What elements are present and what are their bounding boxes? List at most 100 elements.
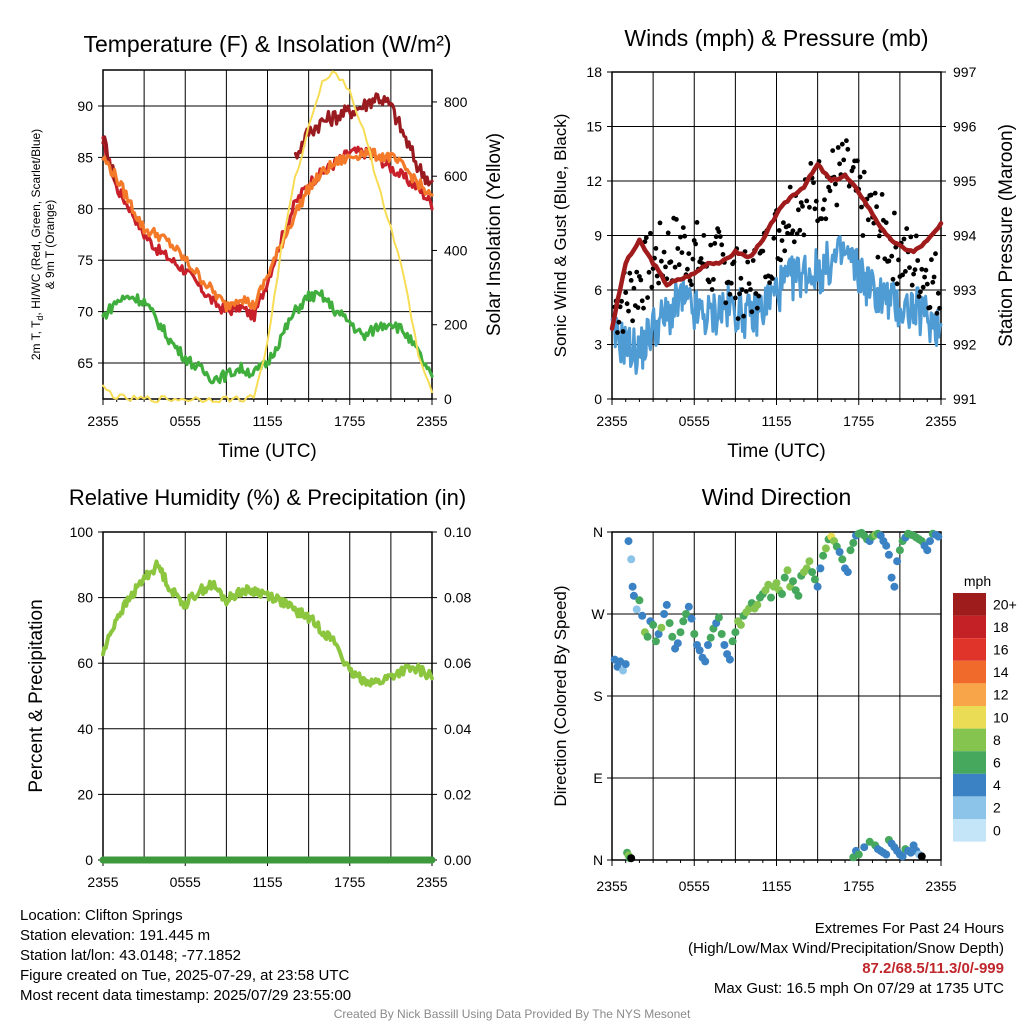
- dir-point: [690, 630, 699, 638]
- credit-line: Created By Nick Bassill Using Data Provi…: [333, 1007, 691, 1021]
- wind-gust-point: [698, 256, 704, 261]
- extremes-values: 87.2/68.5/11.3/0/-999: [862, 960, 1004, 977]
- temp-title: Temperature (F) & Insolation (W/m²): [83, 31, 451, 57]
- wind-gust-point: [639, 298, 645, 304]
- wind-gust-point: [797, 227, 803, 233]
- wind-gust-point: [807, 204, 812, 210]
- wind-gust-point: [808, 161, 814, 166]
- wind-gust-point: [645, 295, 650, 300]
- dir-legend-swatch: [953, 706, 986, 729]
- wind-gust-point: [741, 313, 746, 319]
- temp-ytick-label-left: 85: [77, 149, 93, 165]
- wind-gust-point: [787, 184, 793, 190]
- dir-point: [619, 666, 627, 675]
- wind-ytick-label-left: 6: [594, 282, 602, 298]
- wind-gust-point: [908, 234, 914, 240]
- wind-gust-point: [919, 266, 925, 272]
- dir-point: [843, 568, 852, 577]
- wind-gust-point: [706, 279, 712, 285]
- rh-ytick-label-right: 0.00: [444, 852, 471, 868]
- wind-gust-point: [837, 161, 842, 167]
- dir-point: [783, 566, 792, 575]
- dir-point: [887, 573, 896, 582]
- wind-ytick-label-right: 994: [953, 228, 977, 244]
- temp-xtick-label: 2355: [416, 413, 447, 429]
- station-latlon: Station lat/lon: 43.0148; -77.1852: [20, 947, 242, 964]
- wind-gust-point: [778, 257, 783, 263]
- wind-gust-point: [822, 197, 827, 203]
- wind-gust-point: [826, 184, 831, 190]
- dir-point: [665, 619, 674, 628]
- temp-xtick-label: 0555: [170, 413, 201, 429]
- wind-gust-point: [918, 289, 923, 295]
- dir-point: [687, 614, 696, 623]
- dir-legend-label: 18: [993, 619, 1009, 635]
- wind-gust-point: [841, 157, 847, 163]
- rh-xtick-label: 1755: [334, 874, 365, 890]
- rh-ytick-label-right: 0.08: [444, 590, 471, 606]
- dir-point: [701, 657, 710, 666]
- dir-point: [846, 546, 855, 555]
- dir-point: [704, 641, 712, 649]
- wind-gust-point: [872, 190, 878, 196]
- dir-xtick-label: 2355: [925, 878, 956, 894]
- temp-series-td: [101, 289, 434, 385]
- temp-ylabel-left-a: 2m T, T: [29, 320, 43, 360]
- wind-gust-point: [875, 254, 881, 260]
- wind-gust-point: [739, 287, 745, 293]
- wind-gust-point: [791, 239, 797, 245]
- dir-ytick-label: N: [593, 524, 603, 540]
- wind-gust-point: [830, 148, 836, 154]
- wind-gust-point: [909, 282, 915, 288]
- dir-ytick-label: S: [593, 688, 602, 704]
- dir-point: [778, 590, 786, 598]
- dir-point: [731, 628, 740, 637]
- wind-ylabel-right: Station Pressure (Maroon): [996, 124, 1017, 347]
- wind-gust-point: [649, 284, 655, 290]
- wind-gust-point: [745, 259, 751, 265]
- dir-point: [923, 546, 932, 555]
- wind-gust-point: [638, 277, 644, 283]
- temp-ylabel-left-sub: d: [35, 316, 45, 321]
- wind-gust-point: [839, 141, 845, 147]
- dir-point: [627, 854, 636, 863]
- dir-ytick-label: W: [591, 606, 605, 622]
- wind-gust-point: [767, 280, 772, 286]
- dir-point: [753, 600, 762, 609]
- wind-gust-point: [771, 235, 777, 241]
- wind-gust-point: [922, 274, 927, 280]
- wind-gust-point: [738, 275, 744, 281]
- rh-ytick-label-left: 100: [70, 524, 94, 540]
- wind-gust-point: [933, 251, 938, 257]
- dir-point: [649, 620, 658, 629]
- station-location: Location: Clifton Springs: [20, 907, 183, 924]
- wind-gust-point: [896, 257, 901, 263]
- dir-point: [643, 632, 652, 641]
- temp-ytick-label-right: 400: [444, 242, 468, 258]
- wind-gust-point: [748, 287, 753, 292]
- wind-gust-point: [855, 158, 860, 164]
- wind-xtick-label: 2355: [925, 413, 956, 429]
- dir-legend-title: mph: [964, 573, 991, 589]
- dir-point: [629, 591, 638, 600]
- wind-gust-point: [626, 308, 631, 314]
- wind-gust-point: [813, 198, 819, 204]
- temp-xtick-label: 1155: [252, 413, 282, 429]
- wind-gust-point: [913, 233, 919, 239]
- dir-legend-label: 0: [993, 822, 1001, 838]
- wind-gust-point: [916, 294, 922, 299]
- wind-gust-point: [694, 220, 700, 225]
- wind-ytick-label-left: 15: [586, 119, 602, 135]
- wind-ytick-label-left: 0: [594, 391, 602, 407]
- wind-gust-point: [723, 300, 729, 306]
- wind-gust-point: [635, 305, 641, 310]
- figure-created: Figure created on Tue, 2025-07-29, at 23…: [20, 967, 350, 984]
- dir-legend-label: 4: [993, 777, 1001, 793]
- dir-legend-swatch: [953, 796, 986, 819]
- dir-point: [632, 605, 641, 614]
- dir-legend-swatch: [953, 615, 986, 639]
- wind-gust-point: [619, 298, 624, 304]
- temp-ylabel-right: Solar Insolation (Yellow): [484, 133, 505, 336]
- extremes-panel: Extremes For Past 24 Hours (High/Low/Max…: [688, 919, 1004, 999]
